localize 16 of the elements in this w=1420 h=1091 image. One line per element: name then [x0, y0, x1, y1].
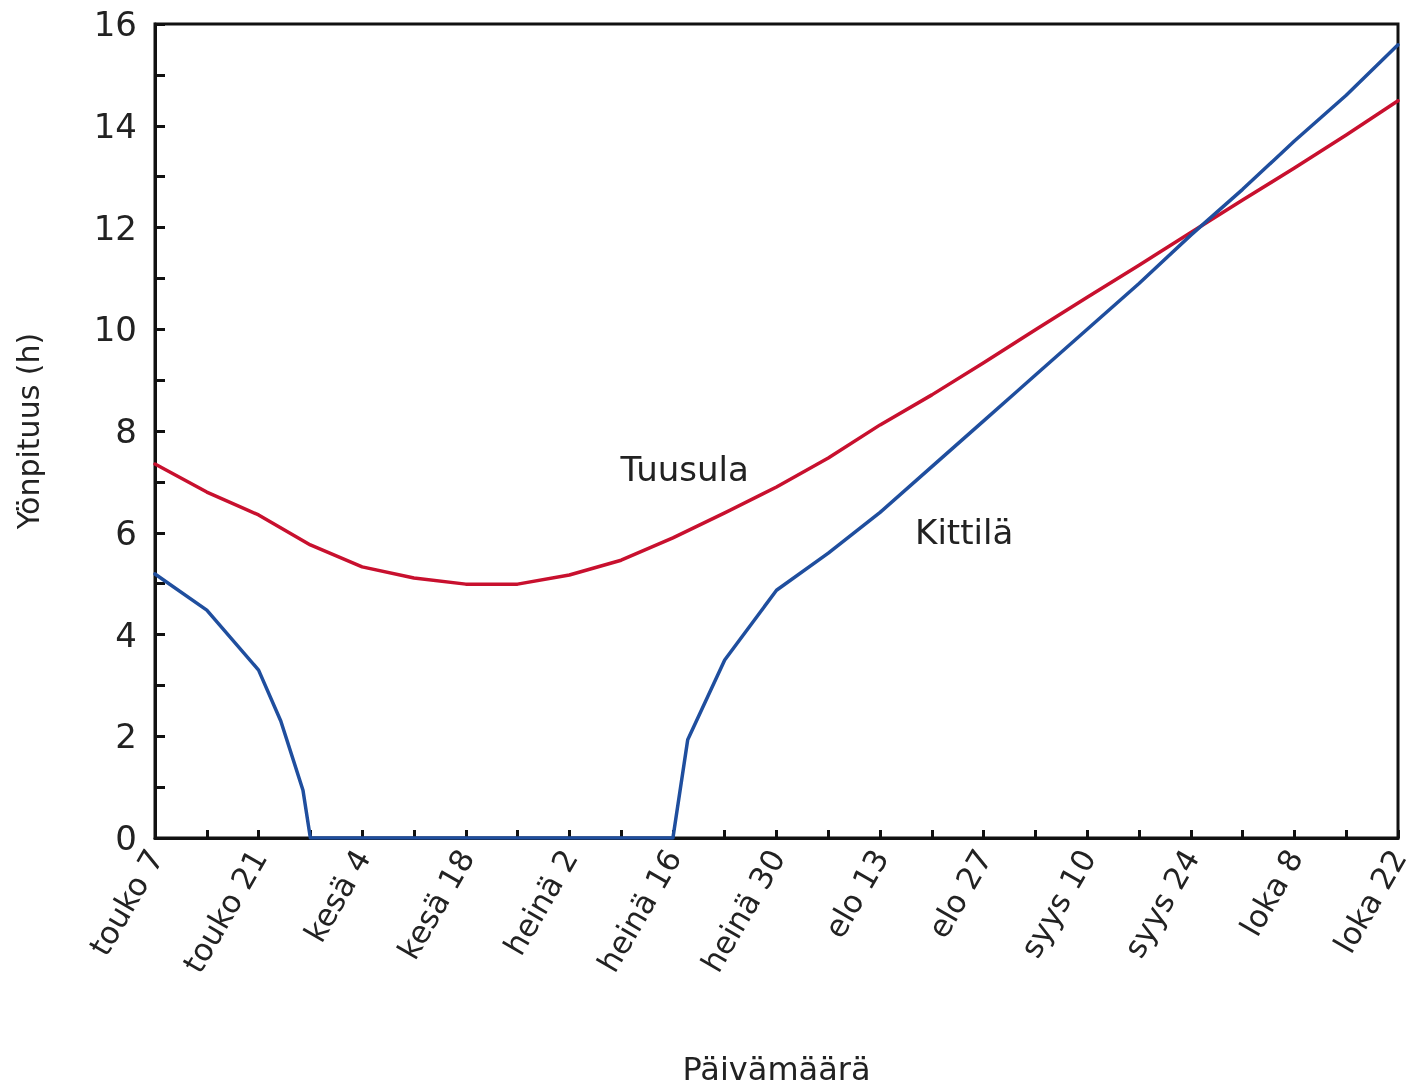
x-tick-label: elo 13: [816, 843, 896, 945]
y-tick-label: 6: [115, 512, 137, 553]
y-tick-label: 16: [93, 4, 137, 44]
x-axis-title: Päivämäärä: [682, 1050, 871, 1088]
x-tick-label: elo 27: [920, 843, 1000, 945]
y-tick-label: 8: [115, 411, 137, 451]
y-tick-label: 12: [93, 207, 137, 248]
y-axis-title: Yönpituus (h): [10, 332, 46, 531]
series-label: Kittilä: [915, 512, 1014, 553]
y-tick-label: 2: [115, 716, 137, 757]
y-tick-label: 14: [93, 105, 137, 146]
y-tick-label: 4: [115, 614, 137, 655]
line-series: [153, 99, 1400, 586]
y-tick-label: 0: [115, 818, 137, 858]
series-label: Tuusula: [619, 448, 749, 489]
y-tick-label: 10: [93, 309, 137, 350]
